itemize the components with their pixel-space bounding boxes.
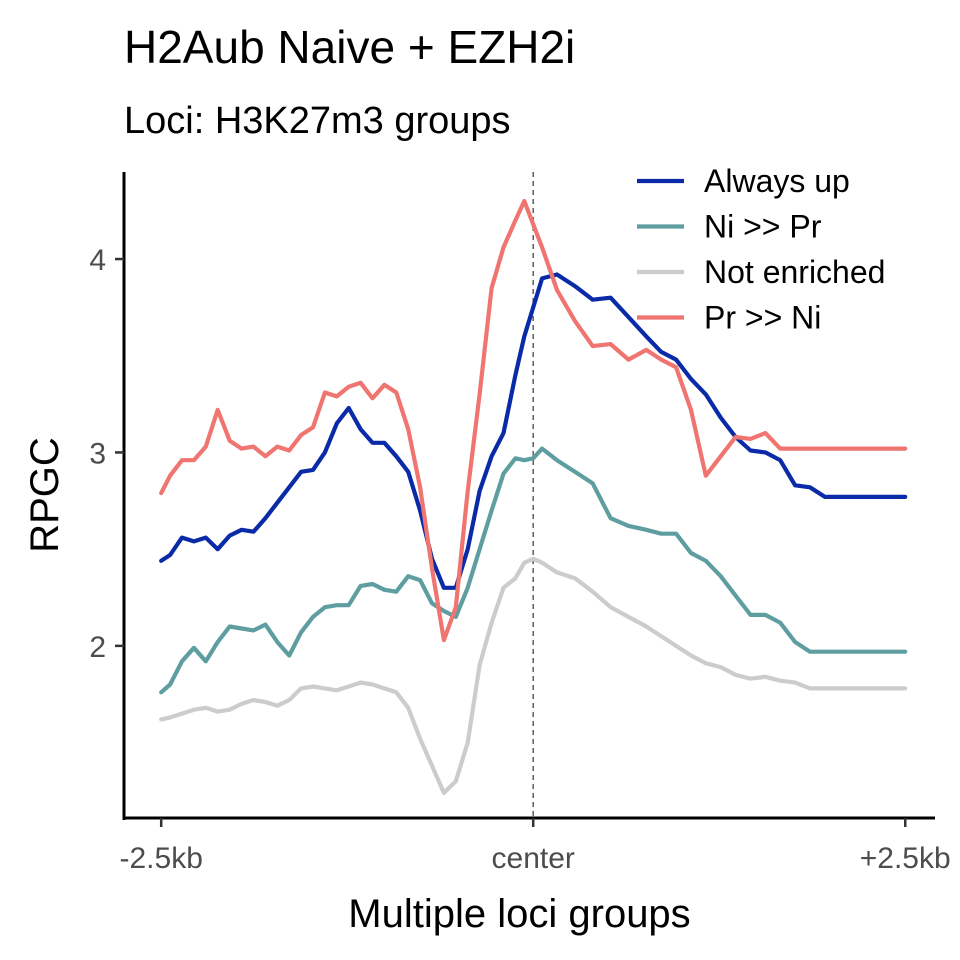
- y-tick-label: 3: [89, 437, 106, 470]
- legend-item: Always up: [637, 163, 850, 199]
- x-tick-label: center: [492, 842, 575, 875]
- legend-item: Pr >> Ni: [637, 300, 821, 336]
- series-line-always-up: [159, 272, 908, 590]
- axes: 2 3 4 -2.5kb center +2.5kb Multiple loci group…: [23, 172, 951, 936]
- x-tick-label: +2.5kb: [860, 842, 951, 875]
- legend-item: Not enriched: [637, 254, 885, 290]
- series-line-not-enriched: [159, 556, 908, 796]
- x-tick-label: -2.5kb: [120, 842, 203, 875]
- legend-label: Pr >> Ni: [704, 300, 821, 336]
- series-line-pr-ni: [159, 198, 908, 643]
- chart-title: H2Aub Naive + EZH2i: [124, 21, 576, 73]
- series-layer: [159, 172, 908, 818]
- legend-label: Ni >> Pr: [704, 209, 822, 245]
- chart-subtitle: Loci: H3K27m3 groups: [124, 100, 511, 142]
- y-tick-label: 4: [89, 244, 106, 277]
- y-axis-title: RPGC: [23, 437, 67, 553]
- x-axis-title: Multiple loci groups: [348, 892, 690, 936]
- legend: Always up Ni >> Pr Not enriched Pr >> Ni: [637, 163, 885, 336]
- legend-label: Always up: [704, 163, 850, 199]
- series-line-ni-pr: [159, 446, 908, 695]
- legend-label: Not enriched: [704, 254, 885, 290]
- y-tick-label: 2: [89, 631, 106, 664]
- legend-item: Ni >> Pr: [637, 209, 822, 245]
